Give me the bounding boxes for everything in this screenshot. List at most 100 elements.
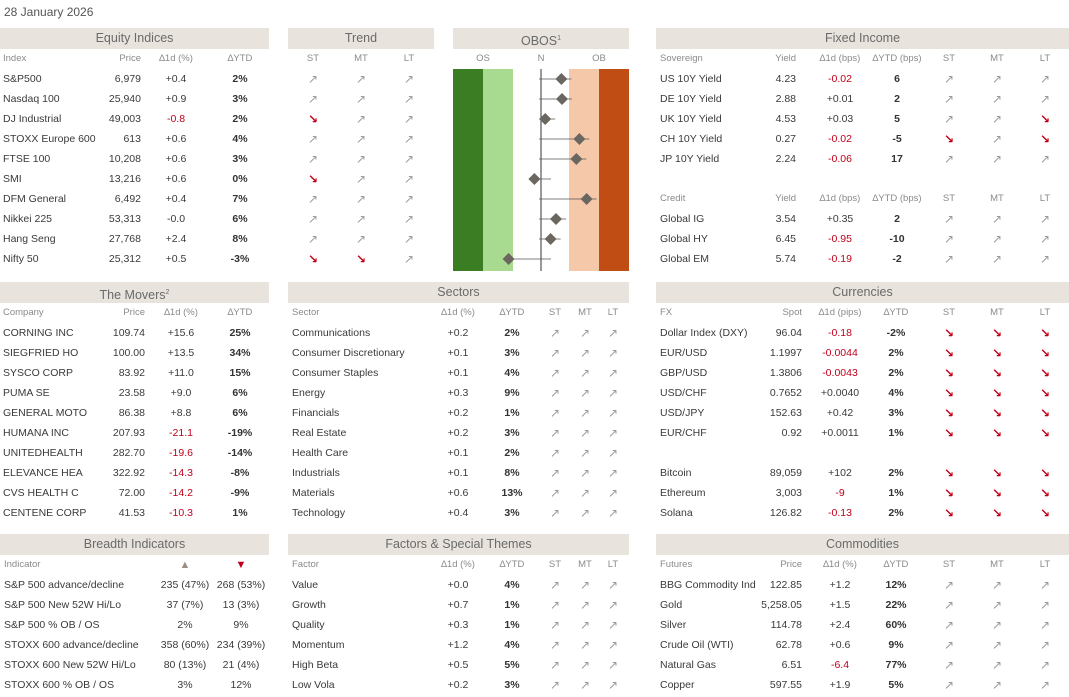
trend-header-0: ST	[306, 53, 320, 64]
credit-trend-arrow-up-right-icon: ↗	[991, 252, 1003, 266]
factors-d1: +0.7	[447, 599, 469, 611]
trend-row: ↗ ↗ ↗	[288, 89, 434, 109]
breadth-advancing: 80 (13%)	[163, 659, 207, 671]
crypto-spot: 3,003	[775, 487, 802, 499]
fx-ytd: 2%	[888, 347, 904, 359]
sovereign-header-3: ∆YTD (bps)	[872, 53, 922, 64]
fixed-income-spacer-row	[656, 169, 1069, 189]
fx-d1: +0.42	[826, 407, 854, 419]
sovereign-name: US 10Y Yield	[660, 73, 722, 85]
movers-table: Company Price ∆1d (%) ∆YTD CORNING INC 109.74…	[0, 303, 269, 523]
fx-trend-arrow-down-right-icon: ↘	[991, 426, 1003, 440]
crypto-spot: 89,059	[769, 467, 802, 479]
credit-header-6: LT	[1039, 193, 1051, 204]
factors-trend-arrow-up-right-icon: ↗	[579, 658, 591, 672]
credit-trend-arrow-up-right-icon: ↗	[1039, 232, 1051, 246]
commodities-ytd: 12%	[885, 579, 907, 591]
movers-row: ELEVANCE HEA 322.92 -14.3 -8%	[0, 463, 269, 483]
currencies-header-4: ST	[942, 307, 956, 318]
sectors-ytd: 2%	[504, 327, 520, 339]
trend-cell-arrow-up-right-icon: ↗	[355, 112, 367, 126]
sovereign-header-6: LT	[1039, 53, 1051, 64]
equity-d1: +0.9	[165, 93, 187, 105]
trend-cell-arrow-down-right-icon: ↘	[307, 252, 319, 266]
fx-ytd: 3%	[888, 407, 904, 419]
sectors-header-2: ∆YTD	[499, 307, 525, 318]
equity-d1: +2.4	[165, 233, 187, 245]
sovereign-ytd: -5	[892, 133, 902, 145]
sovereign-row: DE 10Y Yield 2.88 +0.01 2 ↗ ↗ ↗	[656, 89, 1069, 109]
trend-cell-arrow-up-right-icon: ↗	[355, 152, 367, 166]
movers-row: HUMANA INC 207.93 -21.1 -19%	[0, 423, 269, 443]
equity-ytd: 3%	[232, 93, 248, 105]
commodities-header-1: Price	[780, 559, 802, 570]
factors-trend-arrow-up-right-icon: ↗	[607, 658, 619, 672]
crypto-trend-arrow-down-right-icon: ↘	[991, 486, 1003, 500]
fx-d1: +0.0040	[820, 387, 860, 399]
breadth-advancing: 235 (47%)	[160, 579, 210, 591]
sectors-d1: +0.2	[447, 407, 469, 419]
equity-row: Nikkei 225 53,313 -0.0 6%	[0, 209, 269, 229]
commodities-trend-arrow-up-right-icon: ↗	[991, 638, 1003, 652]
trend-cell-arrow-up-right-icon: ↗	[403, 112, 415, 126]
trend-row: ↗ ↗ ↗	[288, 229, 434, 249]
crypto-row: Solana 126.82 -0.13 2% ↘ ↘ ↘	[656, 503, 1069, 523]
sovereign-row: US 10Y Yield 4.23 -0.02 6 ↗ ↗ ↗	[656, 69, 1069, 89]
obos-chart	[453, 69, 629, 271]
equity-name: Nikkei 225	[3, 213, 53, 225]
movers-row: CVS HEALTH C 72.00 -14.2 -9%	[0, 483, 269, 503]
commodities-ytd: 60%	[885, 619, 907, 631]
equity-price: 53,313	[108, 213, 141, 225]
equity-indices-panel: Equity Indices Index Price ∆1d (%) ∆YTD S&P5…	[0, 28, 269, 269]
breadth-name: STOXX 600 advance/decline	[4, 639, 139, 651]
sectors-d1: +0.4	[447, 507, 469, 519]
factors-header-2: ∆YTD	[499, 559, 525, 570]
equity-name: FTSE 100	[3, 153, 51, 165]
equity-row: DJ Industrial 49,003 -0.8 2%	[0, 109, 269, 129]
sectors-trend-arrow-up-right-icon: ↗	[579, 486, 591, 500]
currencies-header-6: LT	[1039, 307, 1051, 318]
sectors-trend-arrow-up-right-icon: ↗	[607, 386, 619, 400]
sectors-name: Energy	[292, 387, 326, 399]
equity-ytd: 8%	[232, 233, 248, 245]
commodities-name: Copper	[660, 679, 695, 691]
movers-price: 83.92	[118, 367, 145, 379]
sovereign-header-2: ∆1d (bps)	[819, 53, 861, 64]
sovereign-trend-arrow-up-right-icon: ↗	[991, 112, 1003, 126]
obos-panel: OBOS1 OS N OB	[453, 28, 629, 271]
credit-row: Global HY 6.45 -0.95 -10 ↗ ↗ ↗	[656, 229, 1069, 249]
fx-d1: -0.0043	[822, 367, 858, 379]
breadth-advancing: 3%	[177, 679, 193, 691]
trend-cell-arrow-down-right-icon: ↘	[355, 252, 367, 266]
trend-cell-arrow-up-right-icon: ↗	[403, 232, 415, 246]
movers-row: PUMA SE 23.58 +9.0 6%	[0, 383, 269, 403]
factors-ytd: 3%	[504, 679, 520, 691]
trend-header-1: MT	[354, 53, 368, 64]
trend-cell-arrow-up-right-icon: ↗	[307, 132, 319, 146]
trend-row: ↗ ↗ ↗	[288, 189, 434, 209]
equity-ytd: 4%	[232, 133, 248, 145]
factors-name: High Beta	[292, 659, 339, 671]
sectors-trend-arrow-up-right-icon: ↗	[549, 426, 561, 440]
commodities-header-4: ST	[942, 559, 956, 570]
commodities-panel: Commodities Futures Price ∆1d (%) ∆YTD ST MT L…	[656, 534, 1069, 695]
trend-cell-arrow-up-right-icon: ↗	[403, 132, 415, 146]
factors-header-4: MT	[578, 559, 592, 570]
fx-spot: 1.1997	[769, 347, 802, 359]
breadth-declining-triangle-icon: ▼	[235, 559, 247, 571]
sovereign-trend-arrow-up-right-icon: ↗	[991, 92, 1003, 106]
movers-ytd: 6%	[232, 387, 248, 399]
commodities-trend-arrow-up-right-icon: ↗	[991, 598, 1003, 612]
movers-name: GENERAL MOTO	[3, 407, 88, 419]
fx-spot: 152.63	[769, 407, 802, 419]
sectors-name: Consumer Staples	[292, 367, 379, 379]
movers-d1: +8.8	[170, 407, 192, 419]
breadth-row: S&P 500 New 52W Hi/Lo 37 (7%) 13 (3%)	[0, 595, 269, 615]
fx-trend-arrow-down-right-icon: ↘	[943, 386, 955, 400]
equity-price: 13,216	[108, 173, 141, 185]
sectors-row: Consumer Staples +0.1 4% ↗ ↗ ↗	[288, 363, 629, 383]
equity-name: SMI	[3, 173, 22, 185]
trend-cell-arrow-up-right-icon: ↗	[307, 92, 319, 106]
fx-row: EUR/USD 1.1997 -0.0044 2% ↘ ↘ ↘	[656, 343, 1069, 363]
fx-name: USD/CHF	[660, 387, 707, 399]
